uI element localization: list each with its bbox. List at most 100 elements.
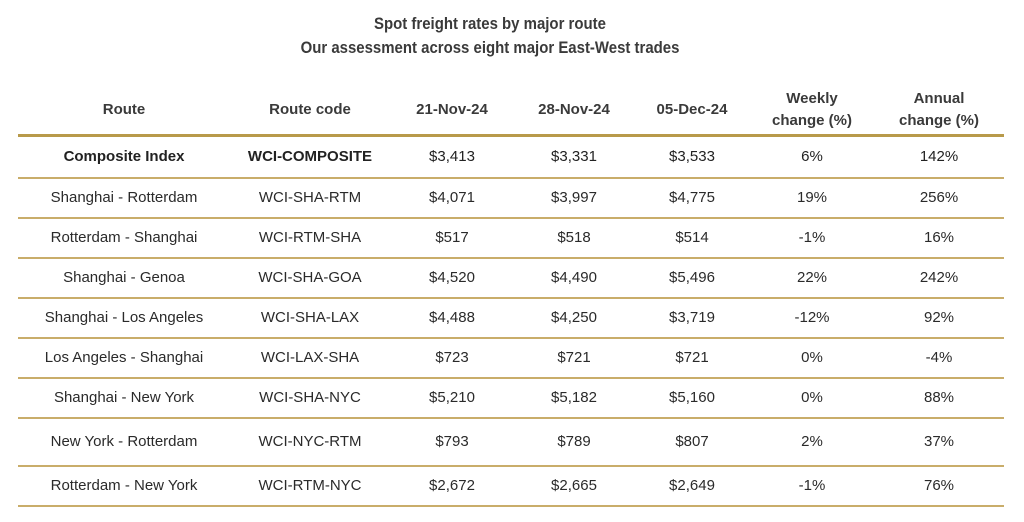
header-annual-line2: change (%) <box>898 112 979 129</box>
weekly-change-cell-text: -1% <box>798 229 826 246</box>
annual-change-cell-text: 76% <box>923 477 955 494</box>
rate-05-dec-cell-text: $2,649 <box>669 477 715 494</box>
header-weekly-change: Weekly change (%) <box>750 86 874 137</box>
rate-05-dec-cell-text: $514 <box>675 229 709 246</box>
route-cell: Rotterdam - Shanghai <box>18 217 230 259</box>
rate-05-dec-cell-text: $721 <box>675 349 709 366</box>
route-cell-text: New York - Rotterdam <box>50 433 198 450</box>
route-cell-text: Composite Index <box>63 148 185 166</box>
route-cell: Composite Index <box>18 135 230 179</box>
rate-28-nov-cell: $2,665 <box>514 465 634 507</box>
route-code-cell-text: WCI-LAX-SHA <box>260 349 360 366</box>
rate-21-nov-cell-text: $793 <box>435 433 469 450</box>
route-code-cell-text: WCI-NYC-RTM <box>258 433 362 450</box>
route-code-cell-text: WCI-SHA-RTM <box>258 189 362 206</box>
route-cell: Los Angeles - Shanghai <box>18 337 230 379</box>
route-code-cell-text: WCI-SHA-GOA <box>258 269 362 286</box>
route-code-cell: WCI-SHA-GOA <box>230 257 390 299</box>
rate-28-nov-cell-text: $3,997 <box>551 189 597 206</box>
annual-change-cell: 92% <box>874 297 1004 339</box>
route-code-cell: WCI-SHA-LAX <box>230 297 390 339</box>
annual-change-cell: 88% <box>874 377 1004 419</box>
weekly-change-cell: 22% <box>750 257 874 299</box>
rate-21-nov-cell: $723 <box>390 337 514 379</box>
rate-21-nov-cell: $793 <box>390 417 514 467</box>
annual-change-cell-text: 92% <box>923 309 955 326</box>
annual-change-cell-text: -4% <box>925 349 953 366</box>
weekly-change-cell: 0% <box>750 337 874 379</box>
rate-28-nov-cell-text: $721 <box>557 349 591 366</box>
route-code-cell: WCI-RTM-NYC <box>230 465 390 507</box>
rate-28-nov-cell: $4,250 <box>514 297 634 339</box>
header-date-3-label: 05-Dec-24 <box>656 101 728 118</box>
rate-28-nov-cell: $5,182 <box>514 377 634 419</box>
route-code-cell: WCI-LAX-SHA <box>230 337 390 379</box>
route-cell: Rotterdam - New York <box>18 465 230 507</box>
rate-21-nov-cell-text: $5,210 <box>429 389 475 406</box>
rate-21-nov-cell-text: $4,488 <box>429 309 475 326</box>
route-code-cell: WCI-NYC-RTM <box>230 417 390 467</box>
header-date-3: 05-Dec-24 <box>634 86 750 137</box>
annual-change-cell: 37% <box>874 417 1004 467</box>
rate-05-dec-cell: $2,649 <box>634 465 750 507</box>
rate-05-dec-cell: $3,719 <box>634 297 750 339</box>
weekly-change-cell: -1% <box>750 465 874 507</box>
rate-21-nov-cell: $4,071 <box>390 177 514 219</box>
route-code-cell-text: WCI-SHA-LAX <box>260 309 360 326</box>
header-date-2-label: 28-Nov-24 <box>538 101 610 118</box>
rate-05-dec-cell-text: $3,533 <box>669 148 715 166</box>
route-cell-text: Shanghai - New York <box>53 389 195 406</box>
rate-21-nov-cell-text: $517 <box>435 229 469 246</box>
rate-05-dec-cell: $3,533 <box>634 135 750 179</box>
rate-21-nov-cell-text: $4,520 <box>429 269 475 286</box>
table-row: Shanghai - Genoa WCI-SHA-GOA $4,520 $4,490 $… <box>18 257 1004 299</box>
rate-28-nov-cell-text: $4,250 <box>551 309 597 326</box>
table-row: Shanghai - Los Angeles WCI-SHA-LAX $4,488 $… <box>18 297 1004 339</box>
table-row: Composite Index WCI-COMPOSITE $3,413 $3,331… <box>18 135 1004 179</box>
rate-21-nov-cell: $4,520 <box>390 257 514 299</box>
rate-05-dec-cell-text: $3,719 <box>669 309 715 326</box>
route-cell-text: Rotterdam - New York <box>50 477 198 494</box>
rate-28-nov-cell: $789 <box>514 417 634 467</box>
table-subtitle: Our assessment across eight major East-W… <box>300 38 680 57</box>
route-cell: New York - Rotterdam <box>18 417 230 467</box>
route-cell-text: Los Angeles - Shanghai <box>44 349 204 366</box>
weekly-change-cell-text: -12% <box>794 309 830 326</box>
route-code-cell: WCI-SHA-RTM <box>230 177 390 219</box>
annual-change-cell: 242% <box>874 257 1004 299</box>
weekly-change-cell: 6% <box>750 135 874 179</box>
rate-21-nov-cell-text: $2,672 <box>429 477 475 494</box>
rate-28-nov-cell: $518 <box>514 217 634 259</box>
route-code-cell-text: WCI-COMPOSITE <box>247 148 373 166</box>
rate-28-nov-cell-text: $789 <box>557 433 591 450</box>
route-code-cell: WCI-RTM-SHA <box>230 217 390 259</box>
rate-05-dec-cell-text: $4,775 <box>669 189 715 206</box>
weekly-change-cell-text: 19% <box>796 189 828 206</box>
route-cell-text: Shanghai - Los Angeles <box>44 309 204 326</box>
header-date-2: 28-Nov-24 <box>514 86 634 137</box>
weekly-change-cell: -12% <box>750 297 874 339</box>
route-code-cell-text: WCI-RTM-NYC <box>258 477 362 494</box>
route-cell-text: Shanghai - Genoa <box>63 269 185 286</box>
rate-28-nov-cell: $721 <box>514 337 634 379</box>
weekly-change-cell: 19% <box>750 177 874 219</box>
header-route-code: Route code <box>230 86 390 137</box>
header-route-label: Route <box>102 101 146 118</box>
rate-28-nov-cell: $3,997 <box>514 177 634 219</box>
table-row: Los Angeles - Shanghai WCI-LAX-SHA $723 $72… <box>18 337 1004 379</box>
weekly-change-cell-text: 6% <box>801 148 823 166</box>
title-block: Spot freight rates by major route Our as… <box>0 12 980 60</box>
rate-21-nov-cell: $3,413 <box>390 135 514 179</box>
header-weekly-line1: Weekly <box>786 90 838 107</box>
route-cell: Shanghai - New York <box>18 377 230 419</box>
table-row: New York - Rotterdam WCI-NYC-RTM $793 $789 $… <box>18 417 1004 467</box>
rate-05-dec-cell: $807 <box>634 417 750 467</box>
table-title: Spot freight rates by major route <box>374 14 606 33</box>
route-code-cell-text: WCI-RTM-SHA <box>258 229 362 246</box>
annual-change-cell-text: 142% <box>919 148 959 166</box>
route-cell-text: Shanghai - Rotterdam <box>50 189 198 206</box>
header-weekly-line2: change (%) <box>771 112 852 129</box>
weekly-change-cell-text: -1% <box>798 477 826 494</box>
rate-21-nov-cell-text: $3,413 <box>429 148 475 166</box>
table-row: Rotterdam - Shanghai WCI-RTM-SHA $517 $518 $… <box>18 217 1004 259</box>
